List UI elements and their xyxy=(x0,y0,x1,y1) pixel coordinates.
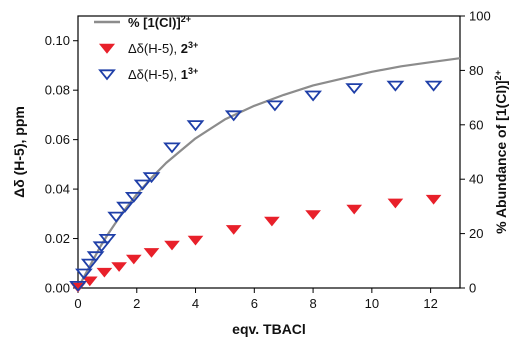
data-point-complex1 xyxy=(98,233,117,245)
y-tick-label: 0.08 xyxy=(45,83,70,98)
y-axis-title: Δδ (H-5), ppm xyxy=(11,106,27,198)
data-point-complex2 xyxy=(225,225,242,235)
x-tick-label: 10 xyxy=(365,296,379,311)
y2-tick-label: 80 xyxy=(469,63,483,78)
legend-label-complex2: Δδ(H-5), 23+ xyxy=(128,40,198,56)
plot-frame xyxy=(77,15,461,289)
y-tick-label: 0.06 xyxy=(45,132,70,147)
x-tick-label: 2 xyxy=(133,296,140,311)
data-point-complex2 xyxy=(264,216,280,227)
data-point-complex1 xyxy=(424,80,443,92)
legend-label-abundance: % [1(Cl)]2+ xyxy=(128,14,191,30)
legend-marker-complex1 xyxy=(98,69,116,81)
legend-marker-complex2 xyxy=(98,43,116,54)
y-tick-label: 0.10 xyxy=(45,33,70,48)
data-point-complex1 xyxy=(266,100,284,112)
data-point-complex1 xyxy=(92,241,111,253)
data-point-complex2 xyxy=(346,204,363,215)
data-point-complex2 xyxy=(387,198,404,209)
x-tick-label: 4 xyxy=(192,296,199,311)
data-point-complex1 xyxy=(386,80,405,92)
data-point-complex1 xyxy=(345,83,364,95)
y-tick-label: 0.02 xyxy=(45,231,70,246)
y2-tick-label: 60 xyxy=(469,117,483,132)
y2-tick-label: 20 xyxy=(469,226,483,241)
y2-tick-label: 40 xyxy=(469,172,483,187)
data-point-complex2 xyxy=(125,254,142,265)
data-point-complex2 xyxy=(305,210,321,220)
data-point-complex2 xyxy=(425,194,442,205)
x-tick-label: 8 xyxy=(309,296,316,311)
data-point-complex1 xyxy=(107,211,126,223)
data-point-complex2 xyxy=(187,235,204,246)
data-point-complex1 xyxy=(116,201,134,213)
data-point-complex1 xyxy=(75,268,93,280)
data-point-complex1 xyxy=(142,172,161,184)
data-point-complex1 xyxy=(304,90,322,102)
series-line-abundance xyxy=(77,57,461,289)
y2-tick-label: 0 xyxy=(469,281,476,296)
data-point-complex1 xyxy=(186,120,205,132)
data-point-complex2 xyxy=(96,267,113,278)
x-tick-label: 0 xyxy=(74,296,81,311)
y-tick-label: 0.00 xyxy=(45,281,70,296)
data-point-complex1 xyxy=(133,179,152,191)
data-point-complex1 xyxy=(69,280,87,292)
data-point-complex1 xyxy=(124,191,143,203)
data-point-complex1 xyxy=(163,142,181,154)
data-point-complex1 xyxy=(224,110,243,122)
x-tick-label: 6 xyxy=(251,296,258,311)
data-point-complex1 xyxy=(86,251,105,263)
y2-axis-title: % Abundance of [1(Cl)]2+ xyxy=(493,70,509,234)
y2-tick-label: 100 xyxy=(469,9,491,24)
data-point-complex2 xyxy=(111,262,127,272)
data-point-complex1 xyxy=(80,258,99,270)
x-tick-label: 12 xyxy=(423,296,437,311)
data-point-complex2 xyxy=(143,248,160,258)
data-point-complex2 xyxy=(164,240,180,251)
x-axis-title: eqv. TBACl xyxy=(232,321,306,337)
legend-label-complex1: Δδ(H-5), 13+ xyxy=(128,66,198,82)
y-tick-label: 0.04 xyxy=(45,182,70,197)
